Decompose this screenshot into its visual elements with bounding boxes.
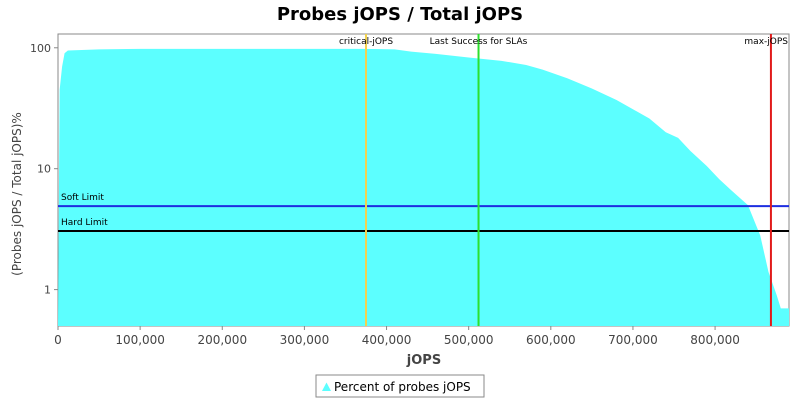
y-axis-label: (Probes jOPS / Total jOPS)% xyxy=(10,112,24,276)
x-tick-label: 0 xyxy=(54,333,62,347)
x-tick-label: 800,000 xyxy=(690,333,740,347)
x-tick-label: 600,000 xyxy=(526,333,576,347)
y-axis-ticks: 1 10 100 xyxy=(30,42,58,297)
chart-title: Probes jOPS / Total jOPS xyxy=(277,4,523,25)
area-layer xyxy=(58,48,789,327)
reference-line-label-0: critical-jOPS xyxy=(339,37,393,47)
x-axis-ticks: 0 100,000 200,000 300,000 400,000 500,000 600,… xyxy=(54,326,740,347)
x-tick-label: 100,000 xyxy=(115,333,165,347)
reference-line-label-3: Soft Limit xyxy=(61,193,104,203)
legend-item-label: Percent of probes jOPS xyxy=(334,380,471,394)
reference-line-label-2: max-jOPS xyxy=(744,37,788,47)
vertical-reference-lines: critical-jOPS Last Success for SLAs max-jO… xyxy=(339,34,788,326)
series-area-0 xyxy=(58,48,789,327)
x-tick-label: 200,000 xyxy=(197,333,247,347)
reference-line-label-4: Hard Limit xyxy=(61,218,108,228)
legend-swatch xyxy=(322,382,331,391)
horizontal-reference-lines: Soft Limit Hard Limit xyxy=(58,193,789,233)
y-tick-label: 1 xyxy=(44,284,51,297)
reference-line-label-1: Last Success for SLAs xyxy=(430,37,528,47)
x-tick-label: 700,000 xyxy=(608,333,658,347)
x-tick-label: 500,000 xyxy=(444,333,494,347)
legend-box xyxy=(315,374,485,398)
y-tick-label: 100 xyxy=(30,42,51,55)
y-tick-label: 10 xyxy=(37,163,51,176)
legend: Percent of probes jOPS xyxy=(315,374,485,398)
x-tick-label: 300,000 xyxy=(280,333,330,347)
x-tick-label: 400,000 xyxy=(362,333,412,347)
x-axis-label: jOPS xyxy=(406,353,441,368)
